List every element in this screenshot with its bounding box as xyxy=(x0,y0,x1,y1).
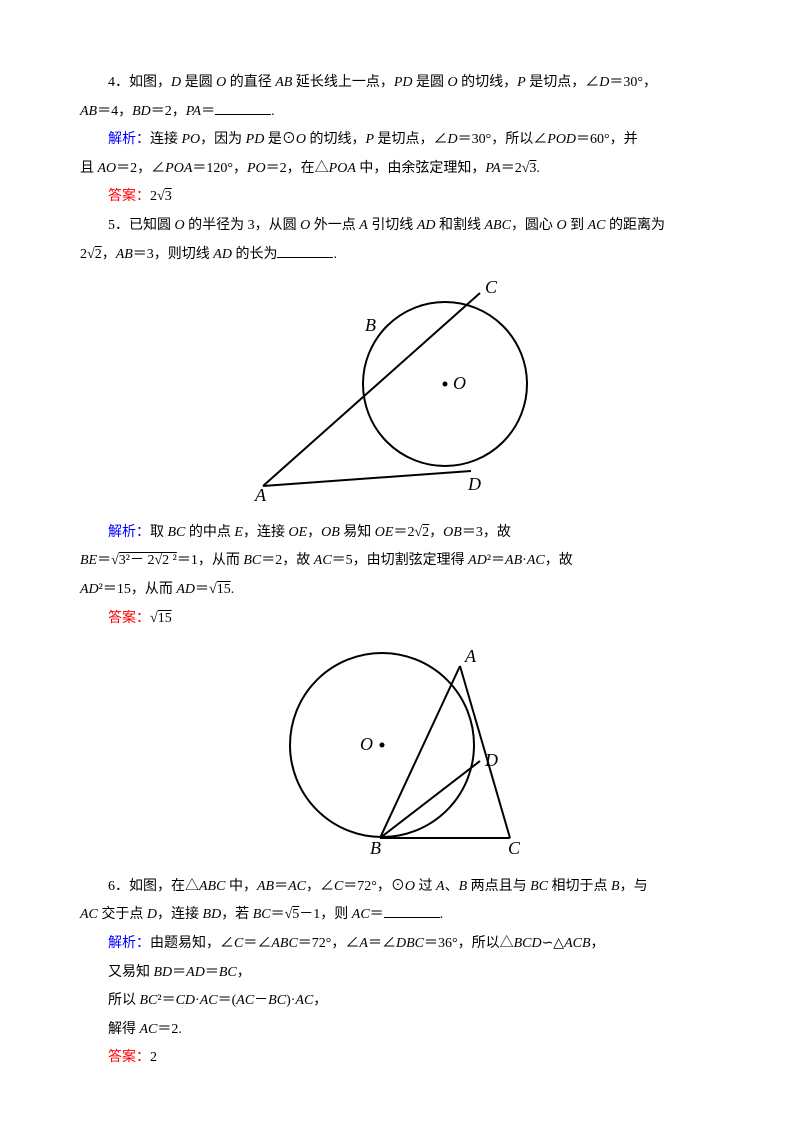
p4-text-line2: AB＝4，BD＝2，PA＝. xyxy=(80,99,720,126)
label-b6: B xyxy=(370,838,381,855)
p6-jiexi-d: 解得 AC＝2. xyxy=(80,1017,720,1044)
label-c6: C xyxy=(508,838,521,855)
label-b: B xyxy=(365,315,376,335)
jiexi-label: 解析： xyxy=(108,936,150,951)
p4-text: 4．如图，D 是圆 O 的直径 AB 延长线上一点，PD 是圆 O 的切线，P … xyxy=(80,70,720,97)
daan-label: 答案： xyxy=(108,189,150,204)
p4-jiexi: 解析：连接 PO，因为 PD 是⊙O 的切线，P 是切点，∠D＝30°，所以∠P… xyxy=(80,127,720,154)
line-bd6 xyxy=(380,761,480,838)
p6-answer-value: 2 xyxy=(150,1050,157,1065)
daan-label: 答案： xyxy=(108,1050,150,1065)
label-d: D xyxy=(467,474,481,494)
p5-text: 5．已知圆 O 的半径为 3，从圆 O 外一点 A 引切线 AD 和割线 ABC… xyxy=(80,213,720,240)
jiexi-label: 解析： xyxy=(108,525,150,540)
label-o: O xyxy=(453,373,466,393)
p6-jiexi-b: 又易知 BD＝AD＝BC， xyxy=(80,960,720,987)
p4-answer: 答案：2√3 xyxy=(80,184,720,211)
p6-text-line2: AC 交于点 D，连接 BD，若 BC＝√5－1，则 AC＝. xyxy=(80,902,720,929)
p5-jiexi-b: BE＝√3²－ 2√2 ²＝1，从而 BC＝2，故 AC＝5，由切割弦定理得 A… xyxy=(80,548,720,575)
figure-p5-svg: C B O A D xyxy=(250,276,550,501)
blank xyxy=(277,243,333,258)
label-d6: D xyxy=(484,750,498,770)
figure-p6-svg: A D O B C xyxy=(270,640,530,855)
p4-jiexi-line2: 且 AO＝2，∠POA＝120°，PO＝2，在△POA 中，由余弦定理知，PA＝… xyxy=(80,156,720,183)
p6-jiexi-c: 所以 BC²＝CD·AC＝(AC－BC)·AC， xyxy=(80,988,720,1015)
p5-answer: 答案：√15 xyxy=(80,606,720,633)
figure-p5: C B O A D xyxy=(80,276,720,512)
document-page: 4．如图，D 是圆 O 的直径 AB 延长线上一点，PD 是圆 O 的切线，P … xyxy=(0,0,800,1124)
line-ad xyxy=(263,471,471,486)
center-dot xyxy=(443,382,448,387)
label-a: A xyxy=(254,485,267,501)
p5-answer-value: √15 xyxy=(150,611,172,626)
daan-label: 答案： xyxy=(108,611,150,626)
label-c: C xyxy=(485,277,498,297)
p5-jiexi-c: AD²＝15，从而 AD＝√15. xyxy=(80,577,720,604)
line-ab6 xyxy=(380,666,460,838)
p6-jiexi-a: 解析：由题易知，∠C＝∠ABC＝72°，∠A＝∠DBC＝36°，所以△BCD∽△… xyxy=(80,931,720,958)
p4-body: 4．如图，D 是圆 O 的直径 AB 延长线上一点，PD 是圆 O 的切线，P … xyxy=(108,75,657,90)
p5-jiexi-a: 取 BC 的中点 E，连接 OE，OB 易知 OE＝2√2，OB＝3，故 xyxy=(150,525,511,540)
p5-text-line2: 2√2，AB＝3，则切线 AD 的长为. xyxy=(80,242,720,269)
p6-text: 6．如图，在△ABC 中，AB＝AC，∠C＝72°，⊙O 过 A、B 两点且与 … xyxy=(80,874,720,901)
blank xyxy=(384,903,440,918)
p4-jiexi-body: 连接 PO，因为 PD 是⊙O 的切线，P 是切点，∠D＝30°，所以∠POD＝… xyxy=(150,132,638,147)
label-o6: O xyxy=(360,734,373,754)
label-a6: A xyxy=(464,646,477,666)
p4-answer-value: 2√3 xyxy=(150,189,172,204)
figure-p6: A D O B C xyxy=(80,640,720,866)
p6-answer: 答案：2 xyxy=(80,1045,720,1072)
blank xyxy=(215,100,271,115)
jiexi-label: 解析： xyxy=(108,132,150,147)
center-dot6 xyxy=(380,743,385,748)
p5-jiexi: 解析：取 BC 的中点 E，连接 OE，OB 易知 OE＝2√2，OB＝3，故 xyxy=(80,520,720,547)
